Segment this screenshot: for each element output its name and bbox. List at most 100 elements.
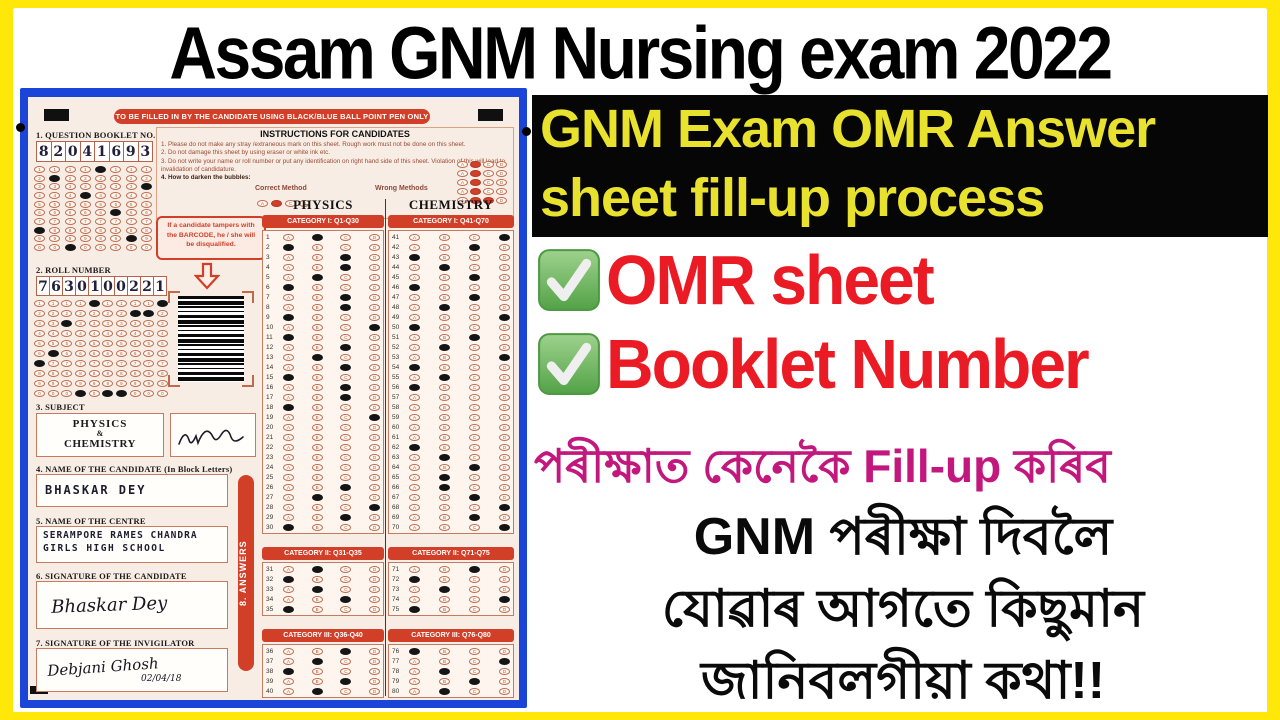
question-number: 55 [392, 373, 400, 381]
question-number: 54 [392, 363, 400, 371]
bubble: A [283, 443, 294, 451]
question-number: 57 [392, 393, 400, 401]
bubble: B [439, 433, 450, 441]
bubble: B [311, 463, 323, 471]
bubble [271, 200, 282, 207]
bubble: C [340, 523, 352, 531]
bubble: 2 [61, 310, 73, 317]
bubble: D [368, 423, 380, 431]
question-number: 24 [266, 463, 274, 471]
bubble: C [340, 687, 352, 695]
bubble: D [299, 200, 310, 207]
answer-row: 35 B C D [266, 604, 380, 614]
answer-row: 38 B C D [266, 666, 380, 676]
bubble: A [457, 197, 468, 204]
bubble: 4 [110, 191, 122, 199]
bubble: 7 [95, 217, 107, 225]
bubble: 5 [34, 200, 45, 208]
bubble: B [311, 483, 323, 491]
answer-row: 75 B C D [392, 604, 510, 614]
bubble: D [499, 463, 510, 471]
answer-row: 49 A B C [392, 312, 510, 322]
answer-row: 69 A B D [392, 512, 510, 522]
question-number: 71 [392, 565, 400, 573]
bubble: 9 [64, 235, 76, 243]
bubble: B [311, 243, 323, 251]
bubble: D [368, 483, 380, 491]
bubble: B [439, 513, 450, 521]
bubble [439, 453, 450, 461]
answer-row: 3 A B D [266, 252, 380, 262]
bubble: A [409, 273, 420, 281]
bubble: C [340, 473, 352, 481]
bubble [409, 323, 420, 331]
question-number: 59 [392, 413, 400, 421]
bubble: 1 [110, 166, 122, 173]
answer-row: 16 A B D [266, 382, 380, 392]
bubble: 0 [110, 243, 122, 251]
bubble: 1 [61, 300, 73, 307]
answer-row: 43 B C D [392, 252, 510, 262]
answer-row: 57 A B C D [392, 392, 510, 402]
bubble: D [368, 373, 380, 381]
bubble: C [340, 453, 352, 461]
bubble: B [439, 565, 450, 573]
question-number: 19 [266, 413, 274, 421]
barcode-corner [168, 375, 180, 387]
bubble: A [283, 393, 294, 401]
bubble [311, 233, 323, 241]
bubble: D [499, 585, 510, 593]
bubble: D [499, 293, 510, 301]
answer-bubbles: A B C D [409, 433, 510, 441]
bubble: 2 [125, 174, 137, 182]
bubble: 5 [143, 340, 155, 347]
bubble: C [469, 323, 480, 331]
question-number: 35 [266, 605, 274, 613]
omr-sheet-panel: TO BE FILLED IN BY THE CANDIDATE USING B… [16, 88, 531, 708]
bubble [102, 390, 114, 397]
bubble: 7 [125, 217, 137, 225]
question-number: 62 [392, 443, 400, 451]
bubble: B [439, 333, 450, 341]
answer-bubbles: A B C [283, 323, 380, 331]
bubble: 6 [125, 209, 137, 217]
bubble [79, 191, 91, 199]
bubble: D [368, 403, 380, 411]
bubble: C [285, 200, 296, 207]
bubble: A [409, 473, 420, 481]
bubble: C [469, 443, 480, 451]
bubble: C [469, 343, 480, 351]
question-number: 63 [392, 453, 400, 461]
bubble: D [499, 413, 510, 421]
answers-box: 31 A C D 32 B C D 33 A C D 34 A B D 35 B C D [262, 562, 384, 616]
bubble: C [483, 188, 494, 195]
bubble: B [439, 523, 450, 531]
bubble [340, 383, 352, 391]
bubble: B [311, 595, 323, 603]
bubble: A [409, 353, 420, 361]
bubble: A [409, 595, 420, 603]
bubble: 8 [125, 226, 137, 234]
answer-row: 78 A C D [392, 666, 510, 676]
bubble: 4 [49, 191, 61, 199]
question-number: 29 [266, 513, 274, 521]
instructions-title: INSTRUCTIONS FOR CANDIDATES [260, 129, 410, 139]
bubble: C [469, 353, 480, 361]
answer-row: 22 A B C D [266, 442, 380, 452]
bubble: A [409, 513, 420, 521]
bubble: A [457, 179, 468, 186]
bubble: B [311, 383, 323, 391]
answer-bubbles: A B C D [409, 413, 510, 421]
bubble: D [368, 605, 380, 613]
question-number: 8 [266, 303, 270, 311]
question-number: 20 [266, 423, 274, 431]
question-number: 3 [266, 253, 270, 261]
bubble [88, 300, 100, 307]
candidate-signature-label: 6. SIGNATURE OF THE CANDIDATE [36, 571, 187, 581]
bubble: D [368, 293, 380, 301]
question-number: 64 [392, 463, 400, 471]
